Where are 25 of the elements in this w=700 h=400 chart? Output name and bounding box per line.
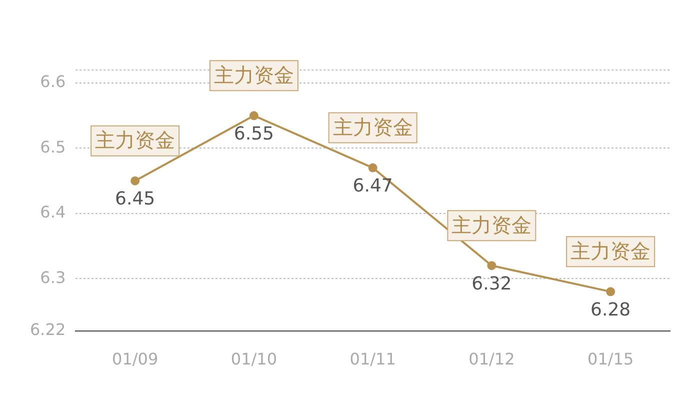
x-tick-label: 01/09 [112, 350, 158, 369]
y-tick-label: 6.6 [40, 72, 66, 92]
x-tick-label: 01/12 [468, 350, 515, 369]
point [487, 261, 496, 270]
y-tick-label: 6.5 [40, 137, 66, 156]
point [249, 111, 258, 120]
data-label: 6.47 [352, 175, 393, 196]
point [368, 163, 378, 172]
annotation: 主力资金 [95, 128, 176, 152]
point [130, 176, 140, 186]
x-tick-label: 01/15 [588, 350, 634, 369]
data-label: 6.28 [590, 299, 631, 320]
data-label: 6.45 [115, 188, 156, 210]
y-tick-label: 6.22 [30, 320, 66, 339]
point [606, 287, 616, 296]
annotation: 主力资金 [332, 115, 413, 140]
data-label: 6.32 [472, 273, 512, 294]
x-tick-label: 01/11 [350, 350, 396, 369]
y-tick-label: 6.4 [40, 202, 66, 222]
data-label: 6.55 [234, 123, 274, 144]
y-tick-label: 6.3 [40, 268, 66, 287]
annotation: 主力资金 [570, 238, 651, 263]
x-tick-label: 01/10 [230, 350, 277, 369]
annotation: 主力资金 [214, 62, 294, 87]
annotation: 主力资金 [452, 212, 532, 237]
